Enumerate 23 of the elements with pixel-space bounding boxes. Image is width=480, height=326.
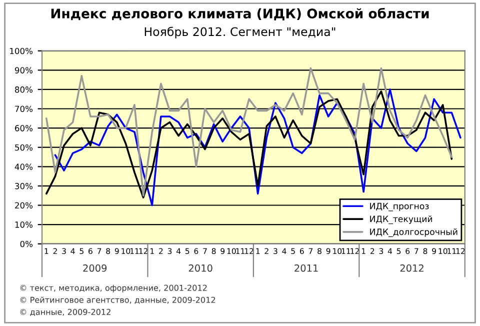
legend-label: ИДК_долгосрочный — [370, 228, 458, 237]
text: 2009 — [83, 264, 107, 272]
y-tick-label: 70% — [15, 106, 33, 112]
chart-subtitle: Ноябрь 2012. Сегмент "медиа" — [144, 26, 336, 38]
y-tick-label: 20% — [15, 202, 33, 209]
text: 2012 — [400, 264, 424, 272]
y-tick-label: 10% — [15, 222, 33, 228]
y-tick-label: 40% — [14, 164, 33, 170]
text: © текст, методика, оформление, 2001-2012 — [20, 284, 207, 292]
text: © Рейтинговое агентство, данные, 2009-2012 — [20, 296, 215, 304]
y-tick-label: 60% — [15, 125, 33, 132]
y-tick-label: 50% — [15, 144, 33, 151]
y-tick-label: 30% — [15, 182, 33, 190]
legend-label: ИДК_текущий — [370, 216, 432, 224]
text: 2011 — [294, 264, 318, 272]
chart-title: Индекс делового климата (ИДК) Омской области — [51, 8, 429, 20]
y-tick-label: 80% — [15, 86, 33, 93]
legend-label: ИДК_прогноз — [370, 202, 429, 212]
y-tick-label: 90% — [14, 67, 33, 74]
y-tick-label: 0% — [20, 240, 33, 248]
y-tick-label: 100% — [10, 48, 33, 54]
text: 2010 — [188, 264, 212, 272]
text: © данные, 2009-2012 — [20, 308, 110, 316]
